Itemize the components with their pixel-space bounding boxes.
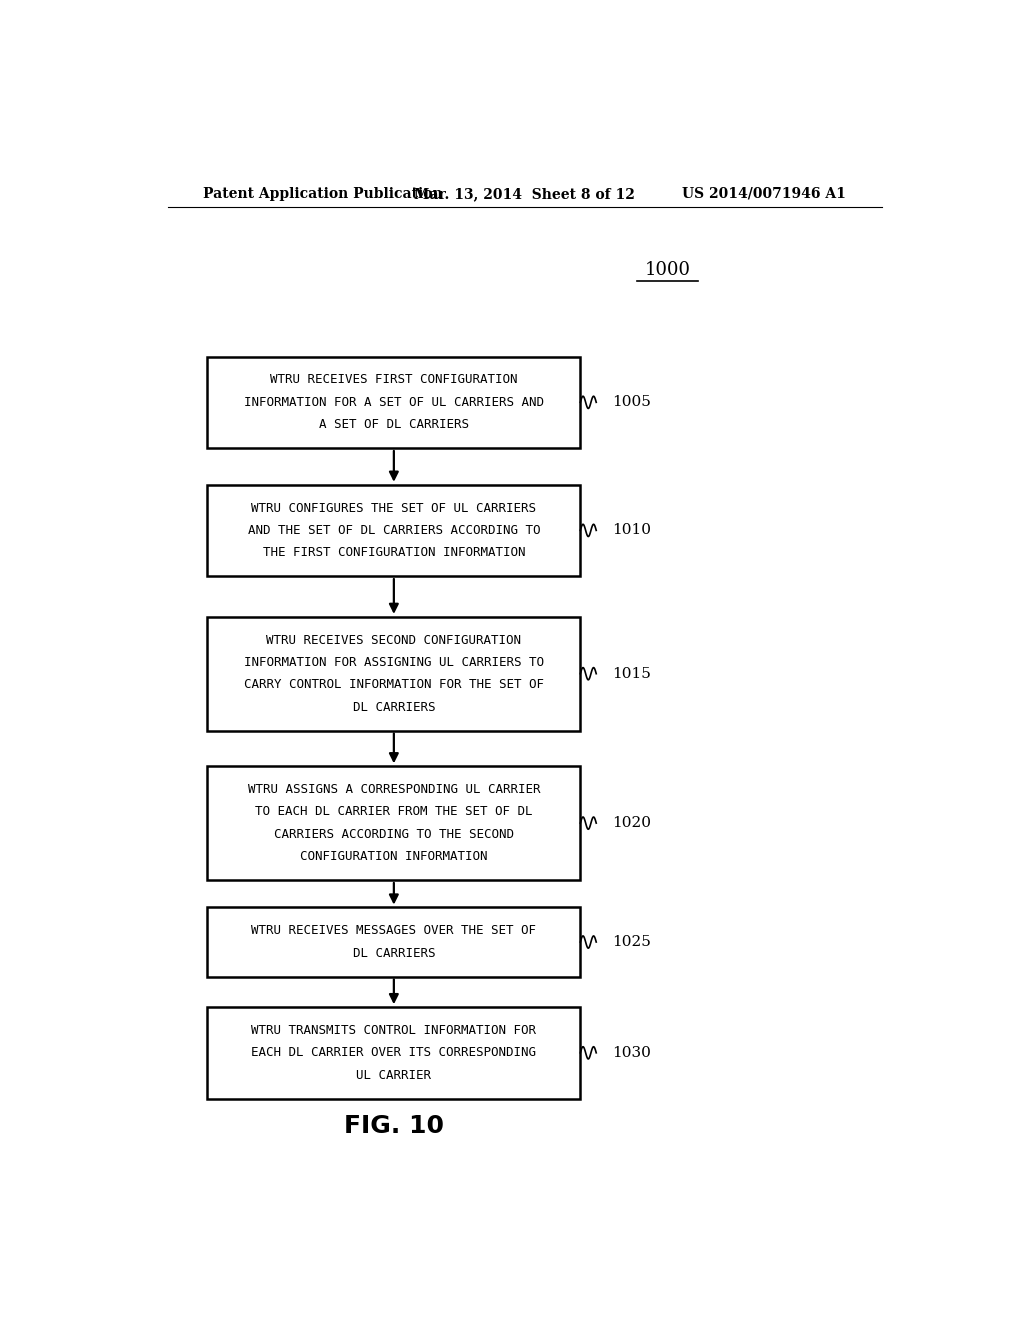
Text: INFORMATION FOR ASSIGNING UL CARRIERS TO: INFORMATION FOR ASSIGNING UL CARRIERS TO: [244, 656, 544, 669]
Bar: [207, 484, 581, 576]
Text: AND THE SET OF DL CARRIERS ACCORDING TO: AND THE SET OF DL CARRIERS ACCORDING TO: [248, 524, 540, 537]
Bar: [207, 1007, 581, 1098]
Text: 1000: 1000: [645, 261, 690, 280]
Text: EACH DL CARRIER OVER ITS CORRESPONDING: EACH DL CARRIER OVER ITS CORRESPONDING: [251, 1047, 537, 1060]
Bar: [207, 766, 581, 880]
Text: WTRU ASSIGNS A CORRESPONDING UL CARRIER: WTRU ASSIGNS A CORRESPONDING UL CARRIER: [248, 783, 540, 796]
Text: 1020: 1020: [612, 816, 651, 830]
Text: CONFIGURATION INFORMATION: CONFIGURATION INFORMATION: [300, 850, 487, 863]
Text: A SET OF DL CARRIERS: A SET OF DL CARRIERS: [318, 418, 469, 432]
Text: WTRU TRANSMITS CONTROL INFORMATION FOR: WTRU TRANSMITS CONTROL INFORMATION FOR: [251, 1024, 537, 1038]
Text: FIG. 10: FIG. 10: [344, 1114, 443, 1138]
Text: THE FIRST CONFIGURATION INFORMATION: THE FIRST CONFIGURATION INFORMATION: [262, 546, 525, 560]
Text: INFORMATION FOR A SET OF UL CARRIERS AND: INFORMATION FOR A SET OF UL CARRIERS AND: [244, 396, 544, 409]
Text: Patent Application Publication: Patent Application Publication: [204, 187, 443, 201]
Bar: [207, 356, 581, 447]
Text: WTRU RECEIVES MESSAGES OVER THE SET OF: WTRU RECEIVES MESSAGES OVER THE SET OF: [251, 924, 537, 937]
Text: Mar. 13, 2014  Sheet 8 of 12: Mar. 13, 2014 Sheet 8 of 12: [415, 187, 635, 201]
Text: TO EACH DL CARRIER FROM THE SET OF DL: TO EACH DL CARRIER FROM THE SET OF DL: [255, 805, 532, 818]
Text: 1010: 1010: [612, 524, 651, 537]
Text: CARRY CONTROL INFORMATION FOR THE SET OF: CARRY CONTROL INFORMATION FOR THE SET OF: [244, 678, 544, 692]
Text: 1030: 1030: [612, 1045, 651, 1060]
Text: UL CARRIER: UL CARRIER: [356, 1069, 431, 1081]
Text: CARRIERS ACCORDING TO THE SECOND: CARRIERS ACCORDING TO THE SECOND: [273, 828, 514, 841]
Text: WTRU RECEIVES SECOND CONFIGURATION: WTRU RECEIVES SECOND CONFIGURATION: [266, 634, 521, 647]
Text: 1015: 1015: [612, 667, 651, 681]
Text: DL CARRIERS: DL CARRIERS: [352, 946, 435, 960]
Bar: [207, 616, 581, 731]
Text: WTRU CONFIGURES THE SET OF UL CARRIERS: WTRU CONFIGURES THE SET OF UL CARRIERS: [251, 502, 537, 515]
Text: 1005: 1005: [612, 395, 651, 409]
Text: WTRU RECEIVES FIRST CONFIGURATION: WTRU RECEIVES FIRST CONFIGURATION: [270, 374, 517, 387]
Text: 1025: 1025: [612, 935, 651, 949]
Text: US 2014/0071946 A1: US 2014/0071946 A1: [682, 187, 846, 201]
Text: DL CARRIERS: DL CARRIERS: [352, 701, 435, 714]
Bar: [207, 907, 581, 977]
